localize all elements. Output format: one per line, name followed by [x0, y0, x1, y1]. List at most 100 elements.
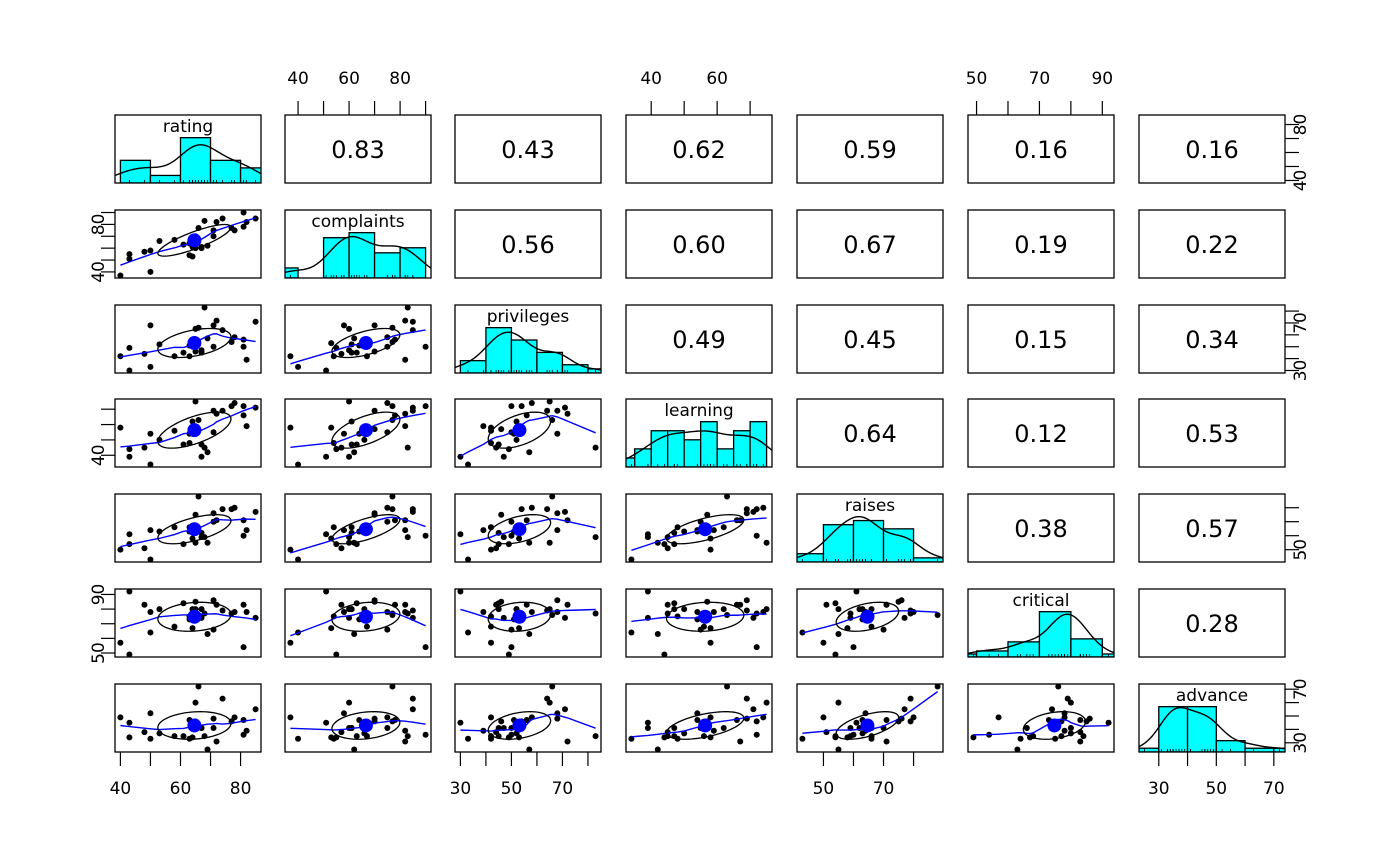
scatter-panel-critical-vs-learning: [625, 588, 773, 658]
correlation-panel-privileges-learning: 0.49: [625, 304, 773, 374]
data-point: [671, 600, 678, 607]
left-axis-critical: 50 90: [89, 584, 115, 664]
data-point: [219, 215, 226, 222]
data-point: [409, 404, 416, 411]
data-point: [500, 534, 507, 541]
panel-border: [284, 209, 432, 279]
bottom-axis-advance: 30 50 70: [1148, 752, 1285, 799]
mean-point: [512, 718, 527, 733]
data-point: [402, 601, 409, 608]
correlation-panel-critical-advance: 0.28: [1138, 588, 1286, 658]
mean-point: [698, 718, 713, 733]
correlation-value: 0.57: [1185, 515, 1238, 543]
correlation-panel-rating-privileges: 0.43: [454, 114, 602, 184]
correlation-value: 0.19: [1014, 231, 1067, 259]
data-point: [554, 527, 561, 534]
histogram-bar: [459, 359, 487, 373]
panel-border: [625, 493, 773, 563]
data-point: [126, 734, 133, 741]
data-point: [338, 545, 345, 552]
axis-tick-label: 70: [873, 779, 895, 799]
axis-tick-label: 40: [1291, 170, 1311, 192]
scatter-clip: [799, 684, 941, 752]
mean-point: [358, 335, 373, 350]
data-point: [546, 699, 553, 706]
data-point: [346, 453, 353, 460]
data-point: [323, 531, 330, 538]
data-point: [189, 418, 196, 425]
data-point: [141, 729, 148, 736]
data-point: [147, 710, 154, 717]
histogram-bar: [485, 327, 513, 373]
axis-tick-label: 70: [1291, 312, 1311, 334]
data-point: [231, 714, 238, 721]
loess-smooth-line: [460, 713, 596, 732]
data-point: [351, 746, 358, 752]
data-point: [117, 714, 124, 721]
data-point: [901, 706, 908, 713]
data-point: [384, 400, 391, 407]
loess-smooth-line: [290, 329, 426, 365]
scatter-clip: [628, 589, 770, 657]
data-point: [213, 738, 220, 745]
data-point: [404, 305, 411, 311]
data-point: [664, 545, 671, 552]
data-point: [340, 430, 347, 437]
data-point: [186, 439, 193, 446]
data-point: [147, 735, 154, 742]
data-point: [488, 639, 495, 646]
data-point: [330, 524, 337, 531]
scatter-clip: [628, 494, 770, 562]
axis-tick-label: 30: [1291, 360, 1311, 382]
panel-border: [284, 588, 432, 658]
data-point: [147, 363, 154, 370]
data-point: [384, 504, 391, 511]
data-point: [753, 644, 760, 651]
data-point: [480, 423, 487, 430]
mean-point: [698, 522, 713, 537]
data-point: [147, 629, 154, 636]
data-point: [1067, 725, 1074, 732]
data-point: [328, 625, 335, 632]
histogram-bar: [348, 232, 376, 278]
data-point: [147, 556, 154, 562]
data-point: [195, 684, 202, 690]
data-point: [934, 684, 941, 690]
data-point: [760, 504, 767, 511]
data-point: [243, 356, 250, 363]
data-point: [546, 606, 553, 613]
data-point: [644, 534, 651, 541]
data-point: [330, 353, 337, 360]
histogram-bar: [1007, 641, 1041, 657]
data-point: [156, 606, 163, 613]
histogram-bar: [179, 137, 212, 183]
data-point: [141, 248, 148, 255]
data-point: [252, 706, 259, 713]
scatter-panel-privileges-vs-rating: [114, 304, 262, 374]
data-point: [422, 343, 429, 350]
data-point: [1064, 695, 1071, 702]
histogram-bar: [699, 421, 718, 467]
data-point: [465, 461, 472, 467]
correlation-panel-privileges-critical: 0.15: [967, 304, 1115, 374]
correlation-panel-rating-advance: 0.16: [1138, 114, 1286, 184]
data-point: [763, 699, 770, 706]
correlation-value: 0.38: [1014, 515, 1067, 543]
data-point: [371, 407, 378, 414]
data-point: [346, 347, 353, 354]
data-point: [1017, 735, 1024, 742]
data-point: [528, 504, 535, 511]
data-point: [201, 217, 208, 224]
data-point: [523, 517, 530, 524]
data-point: [465, 735, 472, 742]
data-point: [720, 524, 727, 531]
data-point: [330, 735, 337, 742]
data-point: [1080, 733, 1087, 740]
axis-tick-label: 70: [1029, 69, 1051, 89]
data-point: [518, 506, 525, 513]
correlation-ellipse: [487, 411, 552, 449]
scatter-clip: [287, 684, 429, 752]
data-point: [240, 601, 247, 608]
axis-tick-label: 60: [338, 69, 360, 89]
data-point: [820, 714, 827, 721]
